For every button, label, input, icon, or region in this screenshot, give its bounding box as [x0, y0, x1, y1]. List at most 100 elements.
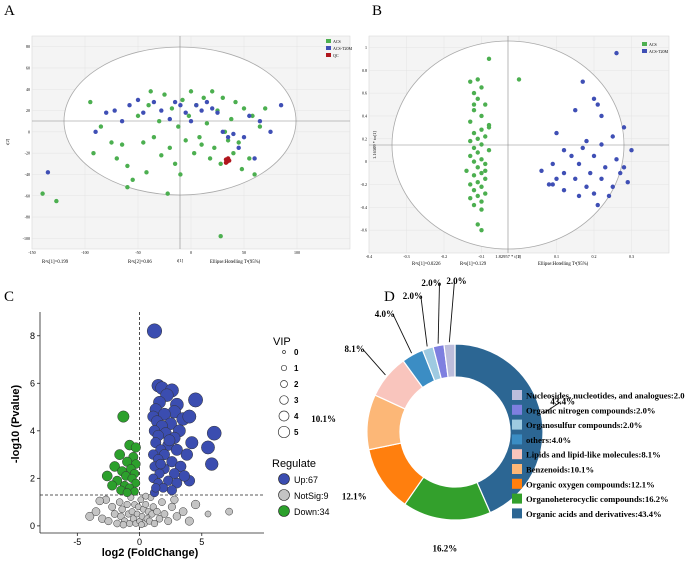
score-point-acs-t20m [595, 102, 600, 107]
y-tick-label: 0.8 [362, 68, 367, 73]
y-tick-label: 2 [30, 473, 35, 483]
x-tick-label: 50 [242, 250, 246, 255]
y-tick-label: -100 [23, 236, 30, 241]
volcano-point-down [109, 461, 120, 472]
volcano-point-up [182, 409, 197, 424]
score-point-acs-t20m [595, 202, 600, 208]
score-point-acs [218, 161, 223, 166]
percent-leader-line [437, 282, 440, 344]
x-tick-label: 100 [294, 250, 300, 255]
score-point-acs-t20m [220, 129, 225, 135]
x-tick-label: -0.1 [478, 254, 484, 259]
score-point-acs [229, 116, 234, 122]
panel-label-a: A [4, 3, 15, 19]
score-point-acs [479, 199, 484, 204]
donut-slice-nucleosides-nucleotides-and-analogues [443, 343, 456, 379]
score-point-acs [176, 124, 181, 129]
percent-label: 4.0% [375, 309, 395, 319]
panel-b-footer-ellipse: Ellipse:Hotelling T²(95%) [538, 261, 589, 267]
volcano-point-up [178, 470, 191, 482]
volcano-point-notsig [153, 507, 161, 516]
score-point-acs-t20m [236, 145, 241, 151]
volcano-point-notsig [117, 512, 125, 521]
volcano-point-up [151, 483, 161, 493]
score-point-acs [483, 191, 488, 196]
score-point-acs [135, 113, 141, 119]
percent-label: 8.1% [344, 344, 364, 354]
panel-label-c: C [4, 289, 14, 305]
score-point-acs [212, 145, 217, 151]
score-point-acs [114, 156, 120, 161]
score-point-acs [252, 172, 257, 177]
legend-swatch [512, 478, 522, 489]
legend-swatch [512, 493, 522, 504]
volcano-point-up [146, 323, 163, 339]
score-point-acs-t20m [599, 113, 604, 119]
y-tick-label: 0.2 [362, 136, 367, 141]
score-point-acs-t20m [135, 97, 141, 103]
volcano-point-up [163, 434, 176, 447]
vip-legend-circle [282, 350, 286, 354]
score-point-acs-t20m [141, 110, 146, 115]
volcano-point-notsig [138, 521, 145, 528]
score-point-acs-t20m [569, 153, 574, 159]
score-point-acs [483, 168, 488, 173]
score-point-acs [479, 227, 484, 233]
volcano-point-notsig [190, 499, 201, 510]
score-point-acs [233, 99, 238, 105]
score-point-acs [479, 170, 484, 176]
volcano-point-up [170, 443, 183, 456]
percent-label: 2.0% [421, 278, 441, 288]
score-point-acs-t20m [610, 184, 615, 189]
y-tick-label: -20 [25, 151, 30, 156]
legend-swatch [512, 419, 522, 430]
volcano-point-down [130, 487, 139, 496]
score-point-acs [479, 85, 484, 90]
volcano-point-notsig [85, 511, 95, 521]
panel-a-legend: ACS ACS-T20M QC [326, 39, 353, 58]
volcano-point-down [130, 442, 141, 453]
score-point-acs [54, 198, 59, 204]
panel-c-regulate-legend: Regulate Up:67 NotSig:9 Down:34 [272, 458, 330, 517]
x-tick-label: -0.2 [441, 254, 447, 259]
score-point-acs-t20m [252, 156, 257, 161]
legend-swatch [512, 404, 522, 415]
score-point-acs [475, 193, 480, 199]
score-point-acs [483, 134, 488, 139]
vip-legend-label: 5 [294, 428, 299, 437]
score-point-acs-t20m [194, 103, 199, 108]
legend-label: Organic nitrogen compounds:2.0% [526, 405, 655, 415]
panel-b-legend-swatch-acs [642, 42, 647, 46]
score-point-acs-t20m [591, 153, 597, 159]
legend-label: Nucleosides, nucleotides, and analogues:… [526, 391, 685, 401]
panel-b-y-label: 1.16509 * to[1] [372, 131, 377, 159]
score-point-acs-t20m [554, 130, 559, 136]
vip-legend-label: 1 [294, 364, 299, 373]
volcano-point-down [114, 449, 126, 460]
vip-legend-label: 4 [294, 412, 299, 421]
score-point-acs [141, 140, 146, 145]
score-point-acs [479, 113, 484, 119]
score-point-acs-t20m [539, 168, 544, 173]
score-point-acs [231, 150, 236, 156]
score-point-acs-t20m [576, 161, 582, 167]
vip-legend-circle [280, 364, 288, 372]
score-point-acs [471, 130, 477, 136]
score-point-acs [167, 145, 172, 151]
vip-legend-circle [279, 395, 289, 405]
percent-leader-line [448, 281, 455, 343]
y-tick-label: -0.4 [361, 205, 367, 210]
score-point-acs-t20m [183, 110, 188, 115]
score-point-acs-t20m [546, 182, 552, 187]
panel-c-y-label: -log10 (Pvalue) [10, 385, 22, 464]
volcano-point-notsig [160, 510, 169, 518]
percent-leader-line [420, 296, 428, 347]
x-tick-label: -0.3 [403, 254, 409, 259]
volcano-point-notsig [95, 496, 104, 506]
score-point-acs [479, 127, 484, 132]
legend-label: Benzenoids:10.1% [526, 465, 594, 475]
volcano-point-down [122, 488, 132, 498]
score-point-acs-t20m [599, 176, 604, 181]
volcano-point-down [117, 410, 130, 423]
panel-a-footer-r2x1: R²x[1]=0.199 [42, 259, 69, 265]
